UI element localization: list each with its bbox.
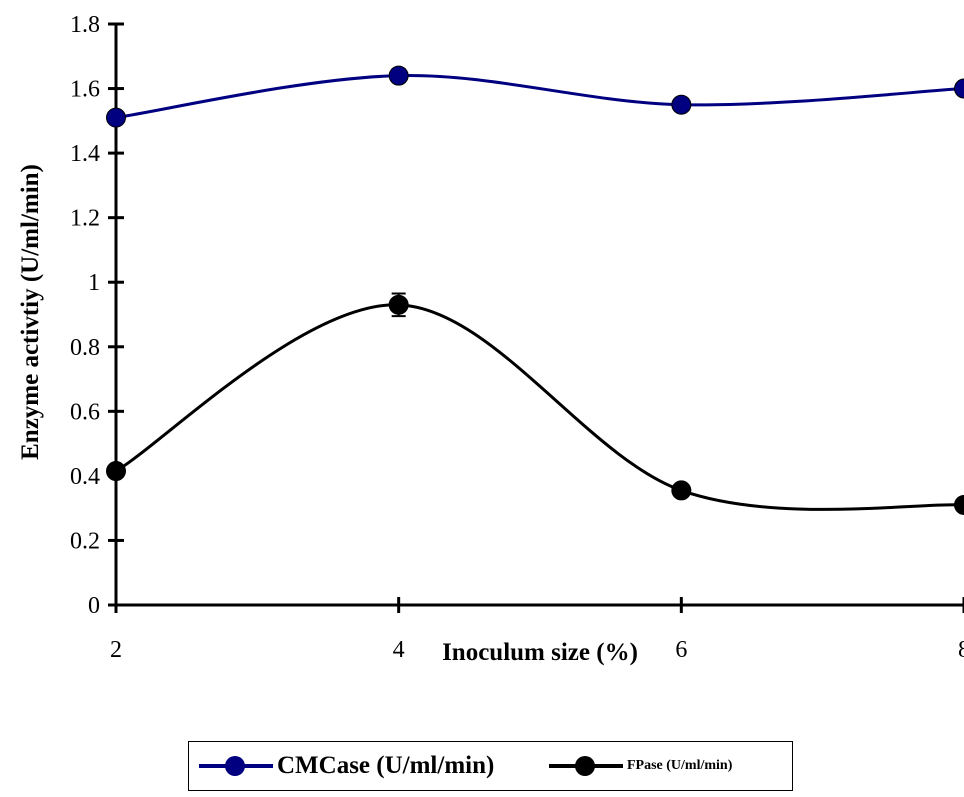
data-point-fpase xyxy=(106,461,126,482)
y-tick-label: 0.4 xyxy=(70,464,100,490)
data-point-fpase xyxy=(671,480,692,501)
axes xyxy=(114,24,964,607)
series-line-fpase xyxy=(115,303,964,511)
y-tick-label: 0 xyxy=(88,593,100,619)
data-point-fpase xyxy=(388,294,409,315)
x-tick-label: 6 xyxy=(675,637,687,663)
series-cmcase xyxy=(106,65,964,128)
x-tick-label: 2 xyxy=(110,637,122,663)
series-layer xyxy=(106,65,964,515)
y-tick-label: 0.2 xyxy=(70,528,100,554)
legend-entry-fpase: FPase (U/ml/min) xyxy=(549,742,732,790)
series-line-cmcase xyxy=(115,74,964,120)
y-tick-label: 1.8 xyxy=(70,12,100,38)
legend: CMCase (U/ml/min) FPase (U/ml/min) xyxy=(188,741,793,791)
data-point-cmcase xyxy=(388,65,409,86)
data-point-cmcase xyxy=(106,107,126,128)
y-tick-label: 0.6 xyxy=(70,399,100,425)
data-point-fpase xyxy=(954,494,964,515)
y-tick-label: 1.4 xyxy=(70,141,100,167)
data-point-cmcase xyxy=(954,78,964,99)
x-tick-label: 8 xyxy=(958,637,964,663)
y-tick-label: 0.8 xyxy=(70,335,100,361)
x-ticks: 2 4 6 8 xyxy=(110,597,964,663)
legend-marker-cmcase xyxy=(225,756,245,776)
y-tick-label: 1 xyxy=(88,270,100,296)
legend-entry-cmcase: CMCase (U/ml/min) xyxy=(199,742,494,790)
x-axis-title: Inoculum size (%) xyxy=(442,639,638,666)
y-axis-title: Enzyme activtiy (U/ml/min) xyxy=(17,164,44,460)
series-fpase xyxy=(106,292,964,515)
legend-swatch-fpase xyxy=(549,754,623,778)
legend-label-cmcase: CMCase (U/ml/min) xyxy=(277,752,495,779)
y-tick-label: 1.6 xyxy=(70,77,100,103)
x-tick-label: 4 xyxy=(393,637,405,663)
legend-swatch-cmcase xyxy=(199,754,273,778)
data-point-cmcase xyxy=(671,94,692,115)
legend-marker-fpase xyxy=(575,756,595,776)
legend-label-fpase: FPase (U/ml/min) xyxy=(627,758,733,773)
chart: 0 0.2 0.4 0.6 0.8 1 1.2 1.4 1.6 1.8 2 4 6 8 Inoculum… xyxy=(17,12,964,666)
y-tick-label: 1.2 xyxy=(70,206,100,232)
y-ticks: 0 0.2 0.4 0.6 0.8 1 1.2 1.4 1.6 1.8 xyxy=(70,12,124,619)
